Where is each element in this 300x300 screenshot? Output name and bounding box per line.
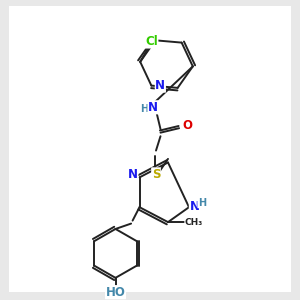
Text: H: H [198, 198, 206, 208]
Text: N: N [128, 169, 138, 182]
Text: N: N [155, 79, 165, 92]
Text: Cl: Cl [145, 35, 158, 48]
Text: N: N [148, 101, 158, 114]
Text: N: N [189, 200, 200, 213]
Text: CH₃: CH₃ [185, 218, 203, 226]
Text: HO: HO [106, 286, 125, 299]
Text: S: S [152, 168, 160, 181]
FancyBboxPatch shape [9, 6, 291, 292]
Text: H: H [140, 104, 148, 114]
Text: O: O [182, 119, 193, 132]
